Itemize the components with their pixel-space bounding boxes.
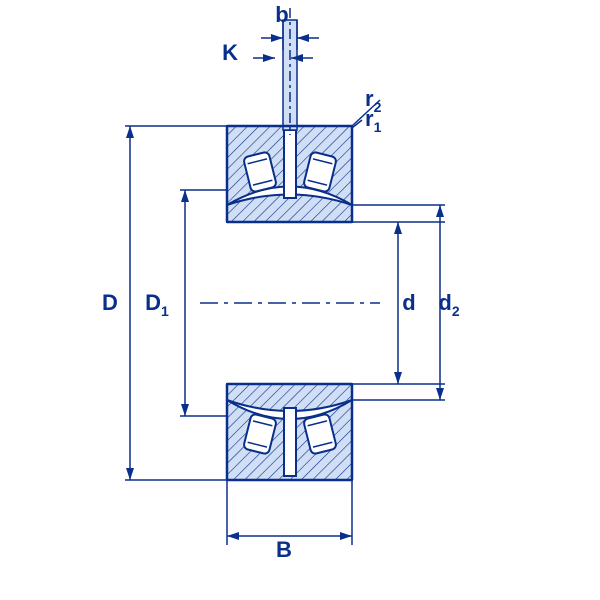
label-B: B [276,537,292,562]
label-D1: D1 [145,290,169,319]
label-b: b [275,2,288,27]
inner-ring-bottom [227,384,352,411]
label-r2: r2 [365,86,382,115]
label-d: d [402,290,415,315]
label-D: D [102,290,118,315]
label-d2: d2 [438,290,459,319]
label-K: K [222,40,238,65]
cage-top [284,130,296,198]
cage-bottom [284,408,296,476]
